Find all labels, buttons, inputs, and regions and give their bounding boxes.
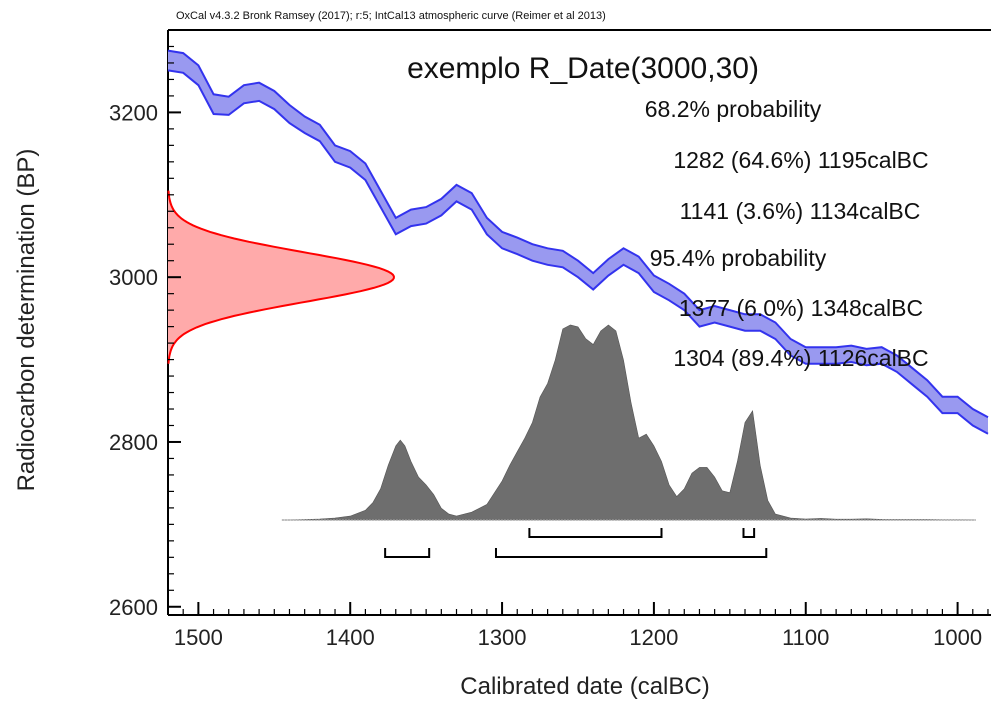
posterior-layer (281, 324, 976, 521)
y-tick-label-2800: 2800 (109, 430, 158, 455)
radiocarbon-date-outline (167, 190, 395, 364)
radiocarbon-date-area (168, 190, 394, 364)
radiocarbon-date-layer (167, 190, 395, 364)
y-tick-label-3000: 3000 (109, 265, 158, 290)
x-tick-label-1000: 1000 (933, 625, 982, 650)
range-bar-68-1 (742, 528, 756, 538)
x-tick-label-1500: 1500 (174, 625, 223, 650)
x-tick-label-1100: 1100 (782, 625, 829, 650)
oxcal-header-text: OxCal v4.3.2 Bronk Ramsey (2017); r:5; I… (176, 10, 606, 22)
ticks-layer: 1500 1400 1300 1200 1100 1000 2600 2800 3000 3200 (109, 45, 989, 650)
y-tick-label-3200: 3200 (109, 100, 158, 125)
range-bar-68-0 (528, 528, 663, 538)
range-bar-95-1 (494, 548, 768, 558)
range-bars-layer (384, 528, 768, 558)
calibration-curve-lower (167, 69, 989, 435)
y-tick-label-2600: 2600 (109, 595, 158, 620)
chart-title: exemplo R_Date(3000,30) (407, 52, 759, 85)
x-axis-title: Calibrated date (calBC) (460, 673, 709, 700)
annotation-range-68-b: 1141 (3.6%) 1134calBC (680, 198, 921, 224)
x-tick-label-1400: 1400 (326, 625, 375, 650)
calibration-curve-band (168, 50, 988, 434)
annotation-prob-95: 95.4% probability (650, 245, 827, 271)
x-tick-label-1300: 1300 (478, 625, 527, 650)
annotation-range-68-a: 1282 (64.6%) 1195calBC (673, 147, 928, 173)
range-bar-95-0 (384, 548, 431, 558)
y-axis-title: Radiocarbon determination (BP) (13, 149, 40, 492)
calibration-curve-upper (167, 49, 989, 419)
annotation-prob-68: 68.2% probability (645, 96, 822, 122)
x-tick-label-1200: 1200 (629, 625, 678, 650)
annotation-range-95-b: 1304 (89.4%) 1126calBC (673, 345, 928, 371)
posterior-distribution (281, 324, 976, 521)
annotation-range-95-a: 1377 (6.0%) 1348calBC (679, 295, 923, 321)
calibration-curve-layer (167, 49, 989, 435)
